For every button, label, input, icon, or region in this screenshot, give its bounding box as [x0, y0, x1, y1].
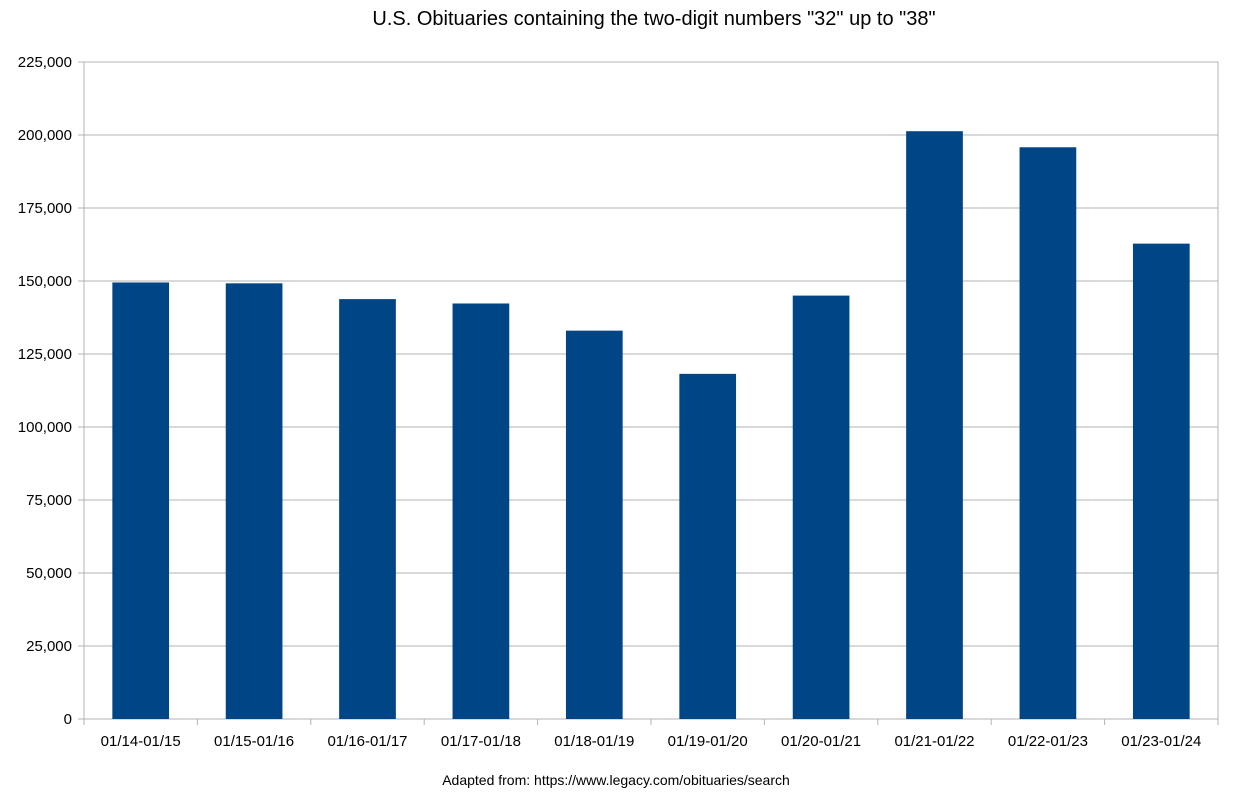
y-tick-label: 50,000 — [26, 565, 72, 582]
y-tick-label: 75,000 — [26, 492, 72, 509]
bar — [1019, 147, 1077, 719]
y-tick-labels: 0 25,000 50,000 75,000 100,000 125,000 150,000… — [18, 54, 72, 728]
x-tick-label: 01/20-01/21 — [781, 733, 861, 750]
axes — [78, 61, 1219, 725]
bar — [225, 283, 283, 719]
bar — [452, 303, 510, 719]
x-tick-label: 01/16-01/17 — [327, 733, 407, 750]
y-tick-label: 0 — [64, 711, 72, 728]
x-tick-label: 01/17-01/18 — [441, 733, 521, 750]
y-tick-label: 200,000 — [18, 127, 72, 144]
x-tick-label: 01/22-01/23 — [1008, 733, 1088, 750]
source-caption: Adapted from: https://www.legacy.com/obi… — [442, 772, 790, 788]
bar — [679, 373, 737, 719]
y-tick-label: 225,000 — [18, 54, 72, 71]
bar — [565, 330, 623, 719]
x-tick-label: 01/15-01/16 — [214, 733, 294, 750]
y-tick-label: 125,000 — [18, 346, 72, 363]
bar — [792, 295, 850, 719]
y-tick-label: 175,000 — [18, 200, 72, 217]
y-tick-label: 100,000 — [18, 419, 72, 436]
x-tick-label: 01/19-01/20 — [668, 733, 748, 750]
x-tick-label: 01/18-01/19 — [554, 733, 634, 750]
bar — [339, 299, 396, 719]
x-tick-label: 01/23-01/24 — [1121, 733, 1201, 750]
chart-title: U.S. Obituaries containing the two-digit… — [372, 8, 935, 30]
x-tick-label: 01/21-01/22 — [894, 733, 974, 750]
x-tick-labels: 01/14-01/15 01/15-01/16 01/16-01/17 01/17-0… — [101, 733, 1202, 750]
x-tick-label: 01/14-01/15 — [101, 733, 181, 750]
bars — [112, 131, 1190, 720]
bar — [1132, 243, 1190, 719]
bar — [112, 282, 170, 719]
bar — [906, 131, 963, 720]
y-tick-label: 150,000 — [18, 273, 72, 290]
y-tick-label: 25,000 — [26, 638, 72, 655]
